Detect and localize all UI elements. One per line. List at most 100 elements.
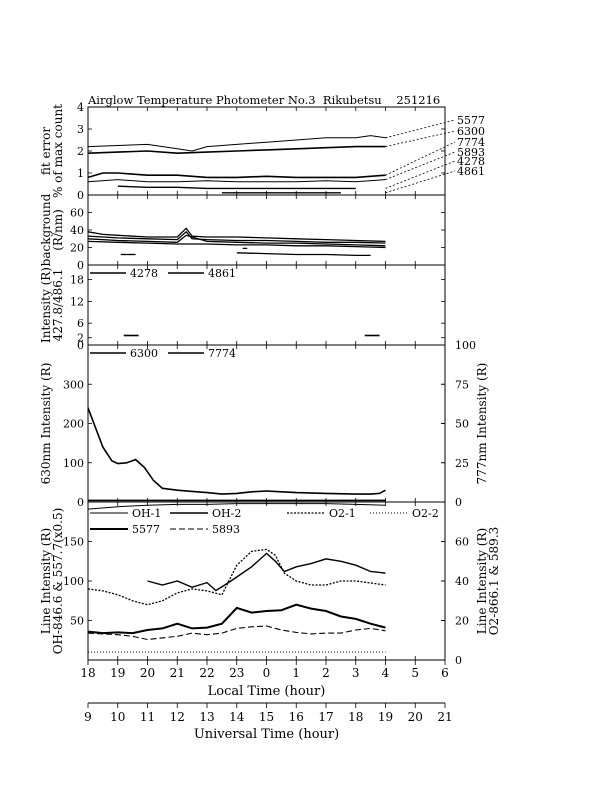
fit-error-ylabel: fit error: [39, 127, 53, 175]
y-tick-label: 150: [63, 536, 84, 549]
legend-label: 4861: [208, 267, 236, 280]
background-ylabel: background: [39, 193, 53, 266]
y-tick-label: 0: [77, 496, 84, 509]
leader-line: [385, 170, 456, 194]
local-time-label: Local Time (hour): [208, 684, 326, 699]
series-oh-o2-lines-O2-1: [87, 548, 386, 606]
y-tick-label: 20: [70, 242, 84, 255]
local-tick-label: 22: [199, 666, 214, 680]
local-tick-label: 6: [441, 666, 449, 680]
legend-label: OH-1: [132, 507, 161, 520]
right-label-4861: 4861: [457, 165, 485, 178]
local-tick-label: 0: [263, 666, 271, 680]
y-tick-label: 18: [70, 274, 84, 287]
y-right-tick-label: 50: [455, 418, 469, 431]
series-background-bg-1: [87, 227, 386, 243]
leader-line: [385, 151, 456, 180]
y-tick-label: 40: [70, 224, 84, 237]
local-tick-label: 21: [170, 666, 185, 680]
y-tick-label: 50: [70, 615, 84, 628]
series-oh-o2-lines-5893: [87, 625, 386, 641]
series-background-bg-6: [236, 252, 371, 257]
y-tick-label: 3: [77, 123, 84, 136]
series-background-bg-3: [87, 234, 386, 247]
figure-title: Airglow Temperature Photometer No.3 Riku…: [87, 93, 440, 107]
ut-tick-label: 10: [110, 710, 125, 724]
legend-label: 7774: [208, 347, 236, 360]
right-label-5577: 5577: [457, 114, 485, 127]
series-background-bg-4: [87, 240, 386, 249]
legend-label: O2-1: [329, 507, 356, 520]
local-tick-label: 5: [411, 666, 419, 680]
ut-tick-label: 12: [170, 710, 185, 724]
y-tick-label: 4: [77, 101, 84, 114]
ut-tick-label: 9: [84, 710, 92, 724]
legend-label: 5577: [132, 523, 160, 536]
legend-label: OH-2: [212, 507, 241, 520]
local-tick-label: 20: [140, 666, 155, 680]
legend-label: O2-2: [412, 507, 439, 520]
y-tick-label: 2: [77, 332, 84, 345]
y-right-tick-label: 60: [455, 536, 469, 549]
fit-error-ylabel2: % of max count: [51, 104, 65, 198]
background-frame: [87, 194, 446, 266]
right-label-6300: 6300: [457, 125, 485, 138]
y-tick-label: 2: [77, 145, 84, 158]
leader-line: [385, 141, 456, 176]
local-tick-label: 19: [110, 666, 125, 680]
ut-tick-label: 20: [408, 710, 423, 724]
legend-label: 4278: [130, 267, 158, 280]
local-tick-label: 18: [80, 666, 95, 680]
oh-o2-lines-ylabel: Line Intensity (R): [39, 528, 53, 634]
ut-time-label: Universal Time (hour): [194, 727, 339, 742]
oh-o2-lines-ylabel2: OH-846.6 & 557.7(x0.5): [51, 508, 65, 655]
oxygen-lines-panel: 0 100 200 300 0 25 50 75 100 630nm Intensity (R) 7…: [39, 339, 489, 509]
legend-label: 6300: [130, 347, 158, 360]
y-tick-label: 60: [70, 207, 84, 220]
series-background-bg-2: [87, 230, 386, 244]
blue-lines-ylabel2: 427.8/486.1: [51, 269, 65, 342]
leader-line: [385, 160, 456, 189]
y-tick-label: 0: [77, 189, 84, 202]
y-tick-label: 12: [70, 295, 84, 308]
local-tick-label: 1: [292, 666, 300, 680]
y-tick-label: 6: [77, 317, 84, 330]
ut-tick-label: 14: [229, 710, 245, 724]
legend-label: 5893: [212, 523, 240, 536]
ut-tick-label: 16: [289, 710, 304, 724]
y-tick-label: 1: [77, 167, 84, 180]
series-oh-o2-lines-OH-2: [147, 552, 386, 592]
y-tick-label: 0: [77, 259, 84, 272]
y-right-tick-label: 0: [455, 496, 462, 509]
oh-o2-lines-ylabel-right2: O2-866.1 & 589.3: [487, 527, 501, 636]
y-tick-label: 0: [77, 339, 84, 352]
ut-tick-label: 21: [437, 710, 452, 724]
y-right-tick-label: 40: [455, 575, 469, 588]
y-right-tick-label: 75: [455, 378, 469, 391]
series-fit-error-6300: [87, 145, 386, 155]
right-label-4278: 4278: [457, 155, 485, 168]
oxygen-lines-frame: [87, 344, 446, 503]
ut-tick-label: 19: [378, 710, 393, 724]
local-tick-label: 23: [229, 666, 244, 680]
series-fit-error-5577: [87, 135, 386, 152]
series-oh-o2-lines-OH-1: [87, 503, 386, 510]
y-right-tick-label: 25: [455, 457, 469, 470]
y-right-tick-label: 20: [455, 615, 469, 628]
blue-lines-ylabel: Intensity (R): [39, 267, 53, 343]
y-tick-label: 200: [63, 418, 84, 431]
series-fit-error-4278: [117, 185, 356, 190]
ut-tick-label: 11: [140, 710, 155, 724]
ut-tick-label: 13: [199, 710, 214, 724]
background-panel: 0 20 40 60 background(R/nm): [39, 193, 446, 272]
local-tick-label: 4: [382, 666, 390, 680]
right-label-7774: 7774: [457, 136, 485, 149]
oh-o2-lines-ylabel-right: Line Intensity (R): [475, 528, 489, 634]
background-ylabel2: (R/nm): [51, 209, 65, 251]
y-right-tick-label: 0: [455, 654, 462, 667]
oxygen-lines-ylabel: 630nm Intensity (R): [39, 363, 53, 485]
ut-tick-label: 17: [318, 710, 333, 724]
